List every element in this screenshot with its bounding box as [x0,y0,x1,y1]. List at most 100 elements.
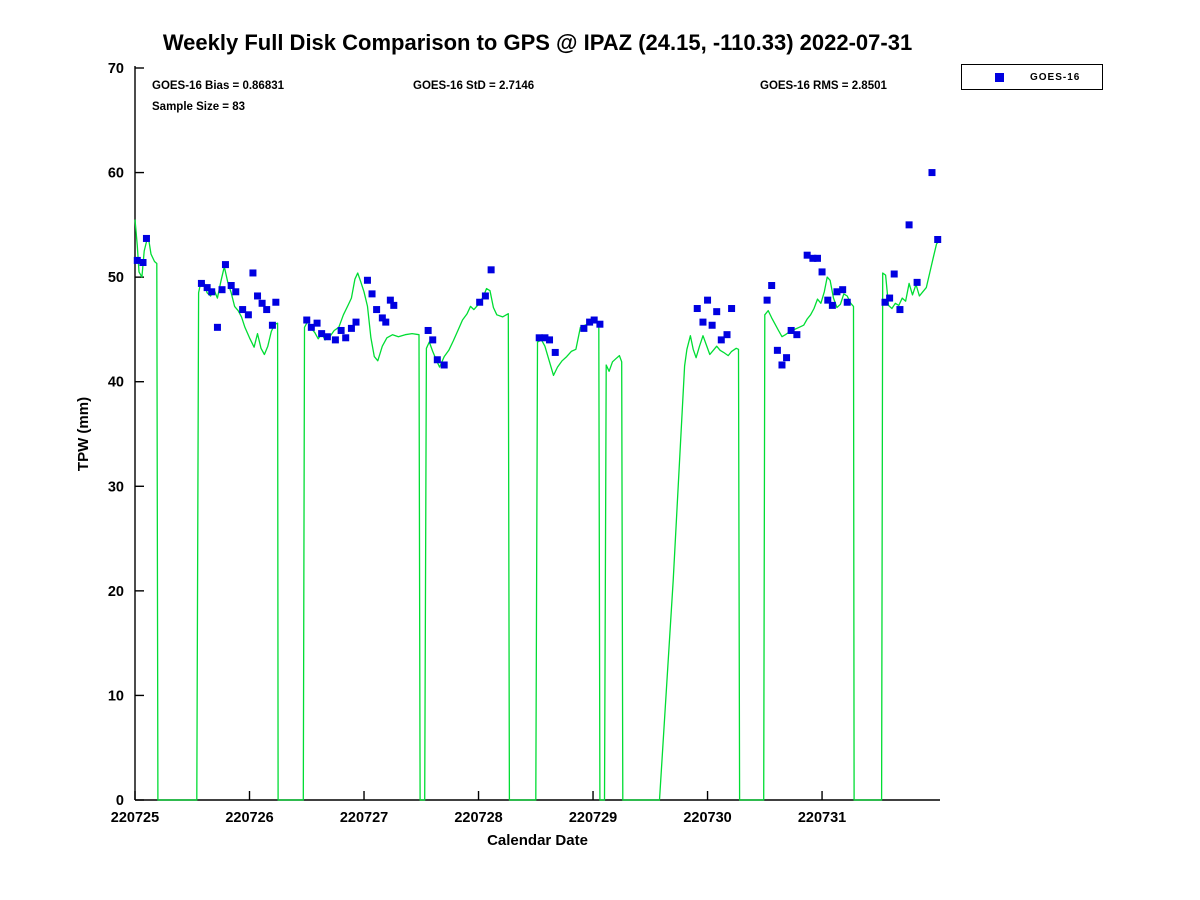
goes16-marker [833,288,841,296]
y-tick-label: 40 [108,375,124,391]
goes16-marker [818,268,826,276]
goes16-marker [429,336,437,344]
goes16-marker [307,323,315,331]
stat-bias: GOES-16 Bias = 0.86831 [152,80,285,92]
goes16-marker [218,286,226,294]
goes16-marker [476,298,484,306]
goes16-marker [221,261,229,269]
goes16-marker [896,306,904,314]
goes16-marker [213,323,221,331]
goes16-marker [337,326,345,334]
goes16-marker [813,254,821,262]
stat-sample-size: Sample Size = 83 [152,101,246,113]
goes16-marker [828,301,836,309]
goes16-marker [368,290,376,298]
goes16-marker [704,296,712,304]
goes16-marker [586,318,594,326]
goes16-marker [347,324,355,332]
goes16-marker [197,279,205,287]
goes16-marker [239,306,247,314]
goes16-marker [133,256,141,264]
goes16-marker [890,270,898,278]
y-tick-label: 60 [108,166,124,182]
y-tick-label: 50 [108,270,124,286]
goes16-marker [913,278,921,286]
goes16-marker [839,286,847,294]
goes16-marker [424,326,432,334]
y-tick-label: 30 [108,479,124,495]
goes16-marker [886,294,894,302]
goes16-marker [843,298,851,306]
goes16-marker [440,361,448,369]
goes16-marker [590,316,598,324]
legend-label-goes16: GOES-16 [1030,71,1081,83]
goes16-marker [934,235,942,243]
goes16-marker [331,336,339,344]
goes16-marker [541,334,549,342]
legend-marker-square-icon [995,72,1004,82]
goes16-marker [142,234,150,242]
goes16-marker [203,284,211,292]
goes16-marker [313,319,321,327]
goes16-marker [728,305,736,313]
goes16-marker [809,254,817,262]
chart-title: Weekly Full Disk Comparison to GPS @ IPA… [162,30,913,55]
goes16-marker [390,301,398,309]
goes16-marker [373,306,381,314]
x-tick-label: 220731 [798,810,846,826]
y-tick-label: 0 [116,793,124,809]
goes16-marker [208,288,216,296]
goes16-marker [905,221,913,229]
goes16-marker [803,251,811,259]
goes16-marker [580,324,588,332]
goes16-marker [386,296,394,304]
goes16-marker [318,330,326,338]
goes16-marker [881,298,889,306]
goes16-marker [596,320,604,328]
goes16-marker [268,321,276,329]
goes16-marker [363,276,371,284]
goes16-marker [824,296,832,304]
goes16-marker [352,318,360,326]
goes16-marker [713,308,721,316]
goes16-marker [783,354,791,362]
gps-line-series [134,219,940,801]
x-tick-label: 220727 [340,810,388,826]
goes16-marker [778,361,786,369]
goes16-marker [244,311,252,319]
y-axis-label: TPW (mm) [75,397,92,471]
goes16-marker [535,334,543,342]
goes16-marker [232,288,240,296]
goes16-marker [708,321,716,329]
goes16-marker [487,266,495,274]
goes16-marker [227,282,235,290]
goes16-marker [723,331,731,339]
goes16-marker [249,269,257,277]
goes16-marker [272,298,280,306]
goes16-marker [717,336,725,344]
goes16-marker [481,292,489,300]
goes16-marker [699,318,707,326]
goes16-marker [378,314,386,322]
y-tick-label: 10 [108,688,124,704]
y-tick-label: 20 [108,584,124,600]
goes16-marker [546,336,554,344]
goes16-marker [139,259,147,267]
x-tick-label: 220729 [569,810,617,826]
goes16-marker [342,334,350,342]
legend-box: GOES-16 [961,64,1103,90]
goes16-marker [693,305,701,313]
goes16-marker [382,318,390,326]
goes16-marker [763,296,771,304]
goes16-marker [773,346,781,354]
x-tick-label: 220725 [111,810,159,826]
goes16-marker [254,292,262,300]
goes16-marker [928,169,936,177]
goes16-marker [787,326,795,334]
goes16-marker [258,299,266,307]
stat-rms: GOES-16 RMS = 2.8501 [760,80,887,92]
goes16-marker [793,331,801,339]
x-tick-label: 220726 [225,810,273,826]
